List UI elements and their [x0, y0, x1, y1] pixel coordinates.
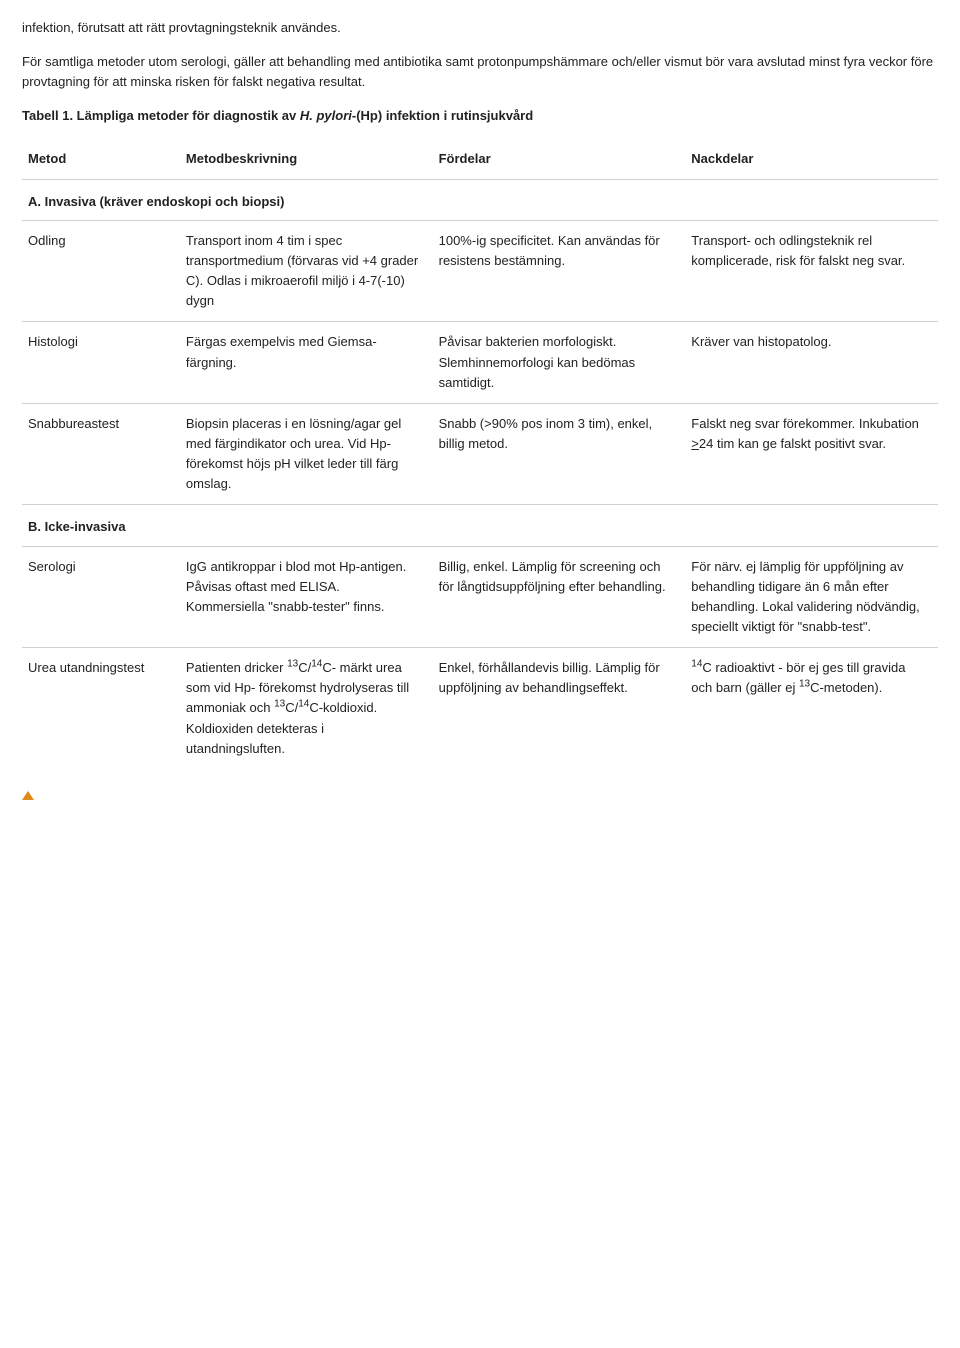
- method-cons: 14C radioaktivt - bör ej ges till gravid…: [685, 648, 938, 769]
- section-a-label: A. Invasiva (kräver endoskopi och biopsi…: [22, 179, 938, 220]
- up-triangle-icon[interactable]: [22, 791, 34, 800]
- method-cons: Kräver van histopatolog.: [685, 322, 938, 403]
- method-pros: Snabb (>90% pos inom 3 tim), enkel, bill…: [433, 403, 686, 505]
- method-desc: IgG antikroppar i blod mot Hp-antigen. P…: [180, 546, 433, 648]
- section-b: B. Icke-invasiva: [22, 505, 938, 546]
- d2: C/: [298, 660, 311, 675]
- intro-p1: infektion, förutsatt att rätt provtagnin…: [22, 18, 938, 38]
- col-pros: Fördelar: [433, 139, 686, 180]
- col-method: Metod: [22, 139, 180, 180]
- method-name: Histologi: [22, 322, 180, 403]
- header-row: Metod Metodbeskrivning Fördelar Nackdela…: [22, 139, 938, 180]
- intro-p2: För samtliga metoder utom serologi, gäll…: [22, 52, 938, 92]
- d1: Patienten dricker: [186, 660, 287, 675]
- method-cons: För närv. ej lämplig för uppföljning av …: [685, 546, 938, 648]
- methods-table: Metod Metodbeskrivning Fördelar Nackdela…: [22, 139, 938, 769]
- method-pros: Påvisar bakterien morfologiskt. Slemhinn…: [433, 322, 686, 403]
- method-name: Snabbureastest: [22, 403, 180, 505]
- table-row: Urea utandningstest Patienten dricker 13…: [22, 648, 938, 769]
- table-title: Tabell 1. Lämpliga metoder för diagnosti…: [22, 106, 938, 126]
- sup-14b: 14: [298, 699, 309, 710]
- intro-text: infektion, förutsatt att rätt provtagnin…: [22, 18, 938, 92]
- method-pros: Billig, enkel. Lämplig för screening och…: [433, 546, 686, 648]
- title-suffix: -(Hp) infektion i rutinsjukvård: [352, 108, 533, 123]
- cons-underline: >: [691, 436, 699, 451]
- method-name: Odling: [22, 220, 180, 322]
- method-desc: Biopsin placeras i en lösning/agar gel m…: [180, 403, 433, 505]
- sup-14c: 14: [691, 659, 702, 670]
- table-row: Odling Transport inom 4 tim i spec trans…: [22, 220, 938, 322]
- method-pros: 100%-ig specificitet. Kan användas för r…: [433, 220, 686, 322]
- title-em: H. pylori: [300, 108, 352, 123]
- method-desc: Patienten dricker 13C/14C- märkt urea so…: [180, 648, 433, 769]
- col-desc: Metodbeskrivning: [180, 139, 433, 180]
- method-cons: Falskt neg svar förekommer. Inkubation >…: [685, 403, 938, 505]
- cons-pre: Falskt neg svar förekommer. Inkubation: [691, 416, 919, 431]
- sup-13b: 13: [274, 699, 285, 710]
- sup-13c: 13: [799, 679, 810, 690]
- section-a: A. Invasiva (kräver endoskopi och biopsi…: [22, 179, 938, 220]
- table-row: Serologi IgG antikroppar i blod mot Hp-a…: [22, 546, 938, 648]
- cons-post: 24 tim kan ge falskt positivt svar.: [699, 436, 886, 451]
- title-prefix: Tabell 1. Lämpliga metoder för diagnosti…: [22, 108, 300, 123]
- table-row: Histologi Färgas exempelvis med Giemsa-f…: [22, 322, 938, 403]
- method-pros: Enkel, förhållandevis billig. Lämplig fö…: [433, 648, 686, 769]
- method-name: Urea utandningstest: [22, 648, 180, 769]
- sup-13: 13: [287, 659, 298, 670]
- sup-14: 14: [311, 659, 322, 670]
- method-name: Serologi: [22, 546, 180, 648]
- c2: C-metoden).: [810, 680, 882, 695]
- method-desc: Transport inom 4 tim i spec transportmed…: [180, 220, 433, 322]
- d4: C/: [285, 700, 298, 715]
- method-desc: Färgas exempelvis med Giemsa-färgning.: [180, 322, 433, 403]
- section-b-label: B. Icke-invasiva: [22, 505, 938, 546]
- method-cons: Transport- och odlingsteknik rel komplic…: [685, 220, 938, 322]
- table-row: Snabbureastest Biopsin placeras i en lös…: [22, 403, 938, 505]
- col-cons: Nackdelar: [685, 139, 938, 180]
